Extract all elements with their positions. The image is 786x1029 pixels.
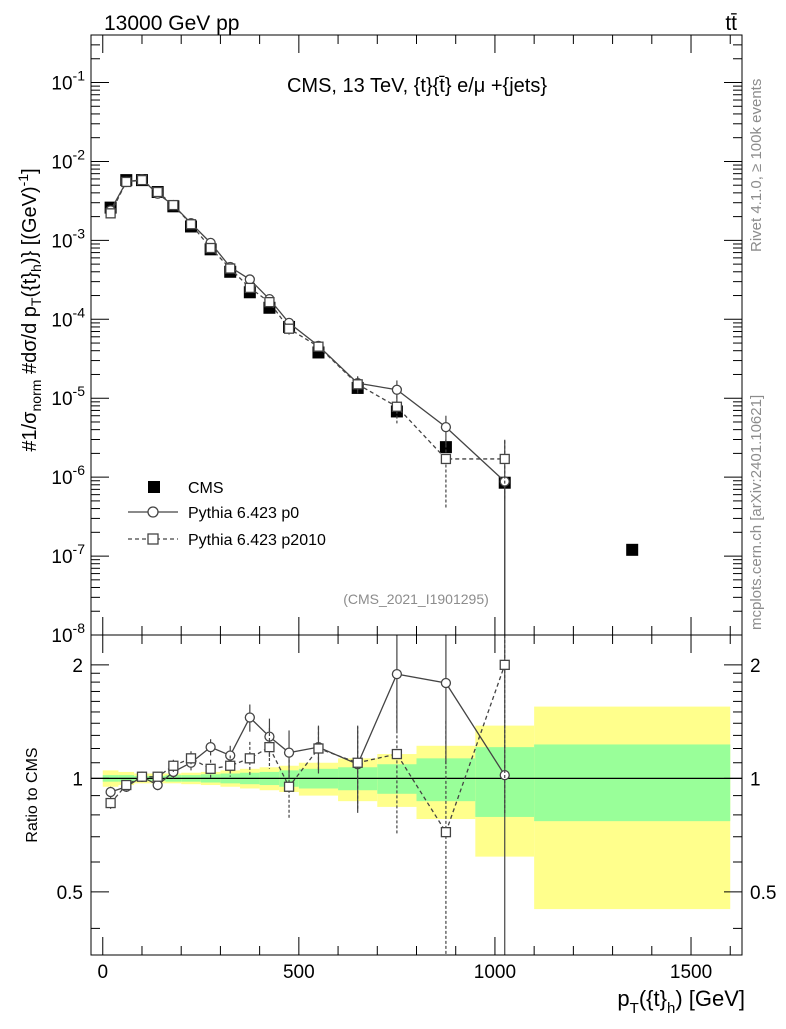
main-point-p2010 — [391, 401, 403, 412]
ratio-point-p2010 — [283, 781, 295, 792]
main-point-p2010 — [185, 219, 197, 230]
ratio-point-p0 — [440, 677, 452, 689]
ratio-ytick-label-right: 2 — [750, 656, 761, 677]
ratio-band-stat — [416, 758, 476, 802]
main-point-p2010 — [313, 341, 324, 352]
main-point-p0 — [440, 422, 452, 433]
main-point-p2010 — [168, 199, 179, 211]
ratio-point-p0 — [244, 712, 255, 723]
ratio-point-p2010 — [205, 763, 216, 774]
ratio-ytick-label-right: 1 — [750, 769, 761, 790]
ratio-point-p2010 — [168, 760, 179, 771]
main-point-p2010 — [283, 323, 295, 334]
legend-marker-p0 — [147, 506, 159, 518]
ratio-point-p0 — [264, 731, 275, 742]
ratio-point-p2010 — [121, 779, 132, 791]
ratio-line-square — [110, 664, 506, 834]
ratio-point-p2010 — [105, 797, 116, 809]
ratio-point-p2010 — [152, 771, 163, 782]
x-tick-label: 500 — [283, 962, 315, 983]
header-right: tt̄ — [725, 12, 737, 35]
ratio-point-p0 — [105, 786, 116, 798]
main-point-p2010 — [121, 176, 132, 188]
ratio-point-p2010 — [185, 753, 197, 764]
header-left: 13000 GeV pp — [104, 12, 239, 35]
ratio-marks — [105, 635, 510, 955]
ratio-ytick-label: 0.5 — [57, 883, 83, 904]
main-point-p2010 — [225, 263, 236, 274]
mcplots-label: mcplots.cern.ch [arXiv:2401.10621] — [748, 395, 765, 630]
main-point-p0 — [391, 384, 403, 395]
ratio-point-p2010 — [313, 743, 324, 754]
legend-label-p0: Pythia 6.423 p0 — [188, 505, 299, 522]
ratio-band-stat — [377, 764, 417, 794]
main-point-p2010 — [205, 242, 216, 254]
ratio-line-circle — [110, 673, 506, 793]
main-marks — [104, 174, 639, 635]
legend-marker-cms — [148, 481, 160, 493]
ratio-point-p2010 — [499, 659, 510, 671]
plot-title: CMS, 13 TeV, {t}{t̄} e/μ +{jets} — [287, 75, 547, 97]
legend-marker-p2010 — [147, 533, 159, 545]
main-line-square — [110, 179, 505, 460]
legend-label-cms: CMS — [188, 480, 224, 497]
ratio-ytick-label: 2 — [72, 656, 83, 677]
ratio-ylabel: Ratio to CMS — [24, 747, 41, 842]
ratio-point-p2010 — [244, 753, 255, 764]
main-point-p0 — [244, 274, 255, 285]
main-point-cms — [626, 543, 639, 556]
ratio-point-p2010 — [136, 771, 148, 782]
ratio-point-p0 — [283, 747, 295, 758]
ratio-point-p2010 — [352, 757, 363, 768]
main-point-p2010 — [136, 174, 148, 186]
ratio-ytick-label-right: 0.5 — [750, 883, 776, 904]
x-tick-label: 1000 — [474, 962, 516, 983]
main-point-p2010 — [499, 453, 510, 465]
main-point-p2010 — [264, 296, 275, 308]
ratio-point-p2010 — [225, 760, 236, 771]
ratio-point-p0 — [152, 779, 163, 791]
main-line-circle — [110, 178, 506, 483]
rivet-label: Rivet 4.1.0, ≥ 100k events — [748, 79, 765, 252]
x-tick-label: 0 — [97, 962, 108, 983]
ratio-frame — [90, 634, 743, 956]
x-tick-labels: 0 500 1000 1500 — [97, 962, 712, 983]
main-ylabel-text: #1/σnorm #dσ/d pT({t}h)} [(GeV)-1] — [15, 168, 44, 451]
legend-label-p2010: Pythia 6.423 p2010 — [188, 532, 326, 549]
ratio-axes: 0.5 0.5 1 1 2 2 — [57, 635, 776, 955]
main-point-p2010 — [152, 186, 163, 198]
ratio-band-stat — [534, 744, 731, 822]
x-tick-label: 1500 — [670, 962, 712, 983]
ratio-point-p2010 — [264, 741, 275, 753]
ratio-ytick-label: 1 — [72, 769, 83, 790]
ratio-point-p0 — [391, 668, 403, 680]
main-point-p2010 — [440, 453, 452, 465]
main-point-p2010 — [244, 282, 255, 294]
ratio-point-p2010 — [391, 748, 403, 760]
legend: CMS Pythia 6.423 p0 Pythia 6.423 p2010 — [128, 480, 326, 549]
main-point-p2010 — [105, 208, 116, 219]
ratio-point-p2010 — [440, 826, 452, 838]
ratio-point-p0 — [205, 741, 216, 753]
main-ylabel: #1/σnorm #dσ/d pT({t}h)} [(GeV)-1] — [15, 168, 44, 451]
analysis-id: (CMS_2021_I1901295) — [343, 591, 489, 607]
main-point-p2010 — [352, 379, 363, 390]
